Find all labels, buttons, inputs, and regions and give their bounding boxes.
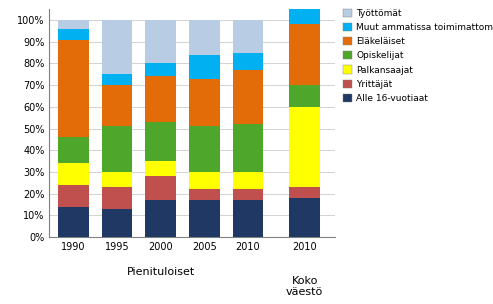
Bar <box>289 107 320 187</box>
Bar <box>102 172 132 187</box>
Bar <box>102 209 132 237</box>
Legend: Työttömät, Muut ammatissa toimimattomat, Eläkeläiset, Opiskelijat, Palkansaajat,: Työttömät, Muut ammatissa toimimattomat,… <box>343 9 493 103</box>
Bar <box>58 207 89 237</box>
Bar <box>145 161 176 176</box>
Bar <box>233 189 263 200</box>
Bar <box>189 79 219 126</box>
Bar <box>145 76 176 122</box>
Bar <box>102 187 132 209</box>
Bar <box>102 126 132 172</box>
Bar <box>102 74 132 85</box>
Bar <box>233 172 263 189</box>
Bar <box>58 40 89 137</box>
Bar <box>233 53 263 70</box>
Bar <box>189 200 219 237</box>
Bar <box>289 198 320 237</box>
Bar <box>289 0 320 24</box>
Bar <box>145 20 176 64</box>
Bar <box>233 124 263 172</box>
Bar <box>189 126 219 172</box>
Bar <box>145 64 176 76</box>
Bar <box>58 20 89 29</box>
Bar <box>145 200 176 237</box>
Bar <box>289 85 320 107</box>
Bar <box>289 24 320 85</box>
Bar <box>189 20 219 55</box>
Bar <box>145 122 176 161</box>
Bar <box>289 187 320 198</box>
Bar <box>233 200 263 237</box>
Bar <box>189 55 219 79</box>
Bar <box>58 137 89 163</box>
Bar <box>102 85 132 126</box>
Bar <box>189 189 219 200</box>
Bar <box>102 20 132 74</box>
Bar <box>58 29 89 40</box>
Bar <box>189 172 219 189</box>
Bar <box>58 163 89 185</box>
Text: Pienituloiset: Pienituloiset <box>127 267 195 277</box>
Bar <box>233 70 263 124</box>
Bar <box>145 176 176 200</box>
Text: Koko
väestö: Koko väestö <box>286 276 323 298</box>
Bar <box>233 20 263 53</box>
Bar <box>58 185 89 207</box>
